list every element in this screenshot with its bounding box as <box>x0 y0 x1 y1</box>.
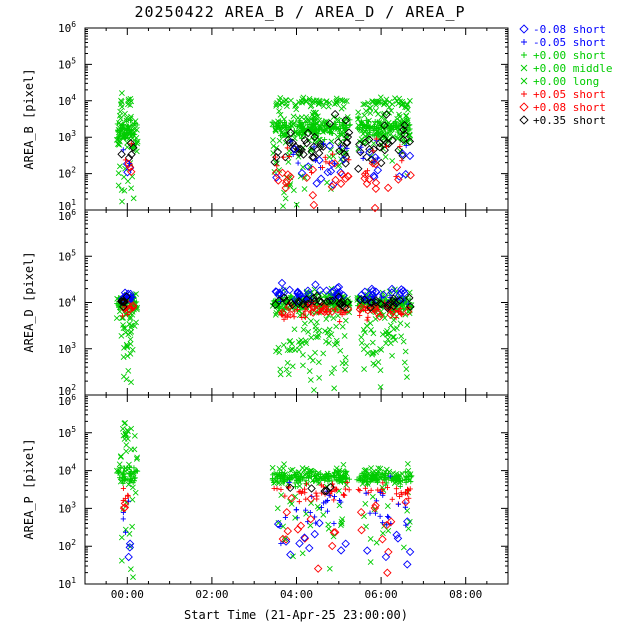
y-axis-title-area-b: AREA_B [pixel] <box>22 68 36 169</box>
legend: -0.08 short-0.05 short+0.00 short+0.00 m… <box>519 23 612 127</box>
y-tick-label: 106 <box>58 20 76 35</box>
x-tick-label: 08:00 <box>449 588 482 601</box>
x-tick-label: 04:00 <box>280 588 313 601</box>
y-axis-title-area-d: AREA_D [pixel] <box>22 251 36 352</box>
y-tick-label: 105 <box>58 56 76 71</box>
x-tick-label: 00:00 <box>111 588 144 601</box>
y-tick-label: 104 <box>58 295 76 310</box>
y-tick-label: 101 <box>58 198 76 213</box>
y-tick-label: 105 <box>58 425 76 440</box>
y-tick-label: 101 <box>58 576 76 591</box>
y-tick-label: 104 <box>58 463 76 478</box>
legend-label: +0.35 short <box>533 114 606 127</box>
legend-label: +0.00 long <box>533 75 599 88</box>
y-tick-label: 102 <box>58 538 76 553</box>
y-tick-label: 104 <box>58 93 76 108</box>
axes-frames-and-ticks: 1011021031041051061021031041051061011021… <box>58 20 509 601</box>
y-tick-label: 106 <box>58 393 76 408</box>
y-tick-label: 103 <box>58 129 76 144</box>
y-tick-label: 105 <box>58 248 76 263</box>
y-tick-label: 106 <box>58 208 76 223</box>
y-axis-title-area-p: AREA_P [pixel] <box>22 438 36 539</box>
x-tick-label: 02:00 <box>195 588 228 601</box>
y-tick-label: 102 <box>58 166 76 181</box>
y-tick-label: 103 <box>58 341 76 356</box>
y-tick-label: 103 <box>58 500 76 515</box>
legend-label: +0.00 middle <box>533 62 612 75</box>
legend-label: -0.08 short <box>533 23 606 36</box>
legend-label: +0.00 short <box>533 49 606 62</box>
legend-label: +0.05 short <box>533 88 606 101</box>
y-tick-label: 102 <box>58 383 76 398</box>
scatter-points <box>113 90 415 581</box>
chart-title: 20250422 AREA_B / AREA_D / AREA_P <box>134 3 465 21</box>
legend-label: +0.08 short <box>533 101 606 114</box>
x-tick-label: 06:00 <box>365 588 398 601</box>
legend-label: -0.05 short <box>533 36 606 49</box>
x-axis-title: Start Time (21-Apr-25 23:00:00) <box>184 608 408 622</box>
